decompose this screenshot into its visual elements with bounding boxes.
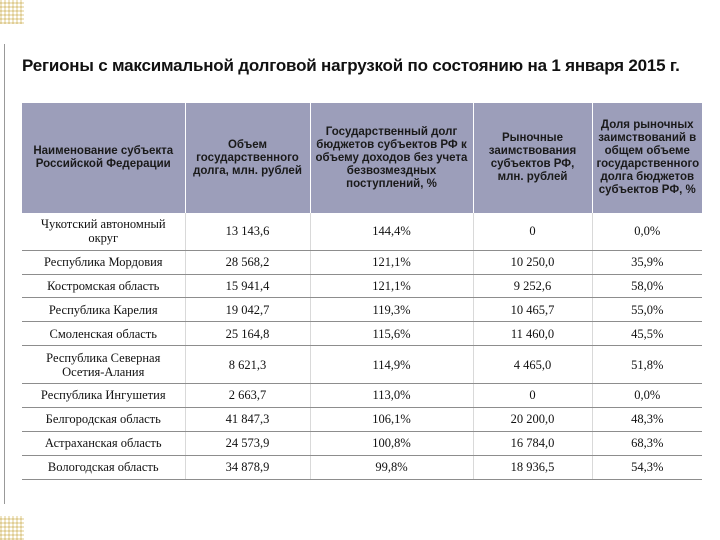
- cell-market-share: 68,3%: [591, 431, 702, 456]
- cell-market-borrowing: 9 252,6: [472, 274, 592, 299]
- header-debt-ratio: Государственный долг бюджетов субъектов …: [309, 103, 473, 213]
- cell-debt: 24 573,9: [184, 431, 310, 456]
- cell-market-borrowing: 18 936,5: [472, 455, 592, 481]
- cell-debt: 34 878,9: [184, 455, 310, 481]
- cell-market-share: 48,3%: [591, 407, 702, 432]
- cell-region: Чукотский автономный округ: [22, 213, 185, 251]
- cell-market-borrowing: 10 465,7: [472, 297, 592, 323]
- cell-region: Республика Карелия: [22, 297, 185, 323]
- cell-debt-ratio: 114,9%: [309, 345, 473, 384]
- cell-region: Костромская область: [22, 274, 185, 299]
- cell-market-share: 55,0%: [591, 297, 702, 323]
- cell-debt-ratio: 106,1%: [309, 407, 473, 432]
- cell-market-share: 0,0%: [591, 383, 702, 408]
- cell-market-share: 35,9%: [591, 250, 702, 275]
- cell-market-borrowing: 0: [472, 383, 592, 408]
- cell-debt: 28 568,2: [184, 250, 310, 275]
- cell-debt-ratio: 115,6%: [309, 321, 473, 347]
- cell-region: Республика Мордовия: [22, 250, 185, 275]
- table-row: Республика Ингушетия 2 663,7 113,0% 0 0,…: [22, 383, 702, 408]
- slide-left-rule: [4, 44, 5, 504]
- cell-debt: 19 042,7: [184, 297, 310, 323]
- table-row: Республика Мордовия 28 568,2 121,1% 10 2…: [22, 250, 702, 275]
- header-market-share: Доля рыночных заимствований в общем объе…: [591, 103, 702, 213]
- cell-region: Вологодская область: [22, 455, 185, 481]
- cell-market-borrowing: 20 200,0: [472, 407, 592, 432]
- debt-table: Наименование субъекта Российской Федерац…: [22, 103, 702, 481]
- cell-debt-ratio: 100,8%: [309, 431, 473, 456]
- table-row: Белгородская область 41 847,3 106,1% 20 …: [22, 407, 702, 432]
- corner-pattern-bottom: [0, 516, 24, 540]
- cell-debt: 13 143,6: [184, 213, 310, 251]
- cell-debt-ratio: 121,1%: [309, 274, 473, 299]
- cell-market-share: 51,8%: [591, 345, 702, 384]
- table-row: Республика Северная Осетия-Алания 8 621,…: [22, 345, 702, 384]
- cell-debt-ratio: 119,3%: [309, 297, 473, 323]
- cell-debt: 8 621,3: [184, 345, 310, 384]
- table-row: Астраханская область 24 573,9 100,8% 16 …: [22, 431, 702, 456]
- cell-debt-ratio: 121,1%: [309, 250, 473, 275]
- table-row: Чукотский автономный округ 13 143,6 144,…: [22, 213, 702, 251]
- cell-market-borrowing: 10 250,0: [472, 250, 592, 275]
- cell-debt: 15 941,4: [184, 274, 310, 299]
- cell-debt-ratio: 144,4%: [309, 213, 473, 251]
- corner-pattern-top: [0, 0, 24, 24]
- cell-market-share: 45,5%: [591, 321, 702, 347]
- table-body: Чукотский автономный округ 13 143,6 144,…: [22, 213, 702, 481]
- table-row: Республика Карелия 19 042,7 119,3% 10 46…: [22, 297, 702, 323]
- cell-market-share: 58,0%: [591, 274, 702, 299]
- cell-market-share: 54,3%: [591, 455, 702, 481]
- cell-market-borrowing: 11 460,0: [472, 321, 592, 347]
- table-row: Костромская область 15 941,4 121,1% 9 25…: [22, 274, 702, 299]
- cell-debt-ratio: 99,8%: [309, 455, 473, 481]
- cell-region: Республика Ингушетия: [22, 383, 185, 408]
- cell-region: Республика Северная Осетия-Алания: [22, 345, 185, 384]
- table-header: Наименование субъекта Российской Федерац…: [22, 103, 702, 213]
- cell-debt: 41 847,3: [184, 407, 310, 432]
- cell-market-borrowing: 16 784,0: [472, 431, 592, 456]
- cell-market-borrowing: 0: [472, 213, 592, 251]
- cell-region: Белгородская область: [22, 407, 185, 432]
- cell-debt-ratio: 113,0%: [309, 383, 473, 408]
- header-debt: Объем государственного долга, млн. рубле…: [184, 103, 310, 213]
- cell-debt: 25 164,8: [184, 321, 310, 347]
- header-row: Наименование субъекта Российской Федерац…: [22, 103, 702, 213]
- cell-debt: 2 663,7: [184, 383, 310, 408]
- header-region: Наименование субъекта Российской Федерац…: [22, 103, 185, 213]
- cell-market-borrowing: 4 465,0: [472, 345, 592, 384]
- cell-region: Смоленская область: [22, 321, 185, 347]
- table-row: Вологодская область 34 878,9 99,8% 18 93…: [22, 455, 702, 481]
- debt-table-container: Наименование субъекта Российской Федерац…: [22, 103, 702, 481]
- cell-region: Астраханская область: [22, 431, 185, 456]
- header-market-borrowing: Рыночные заимствования субъектов РФ, млн…: [472, 103, 592, 213]
- table-row: Смоленская область 25 164,8 115,6% 11 46…: [22, 321, 702, 347]
- slide-title: Регионы с максимальной долговой нагрузко…: [22, 56, 680, 75]
- cell-market-share: 0,0%: [591, 213, 702, 251]
